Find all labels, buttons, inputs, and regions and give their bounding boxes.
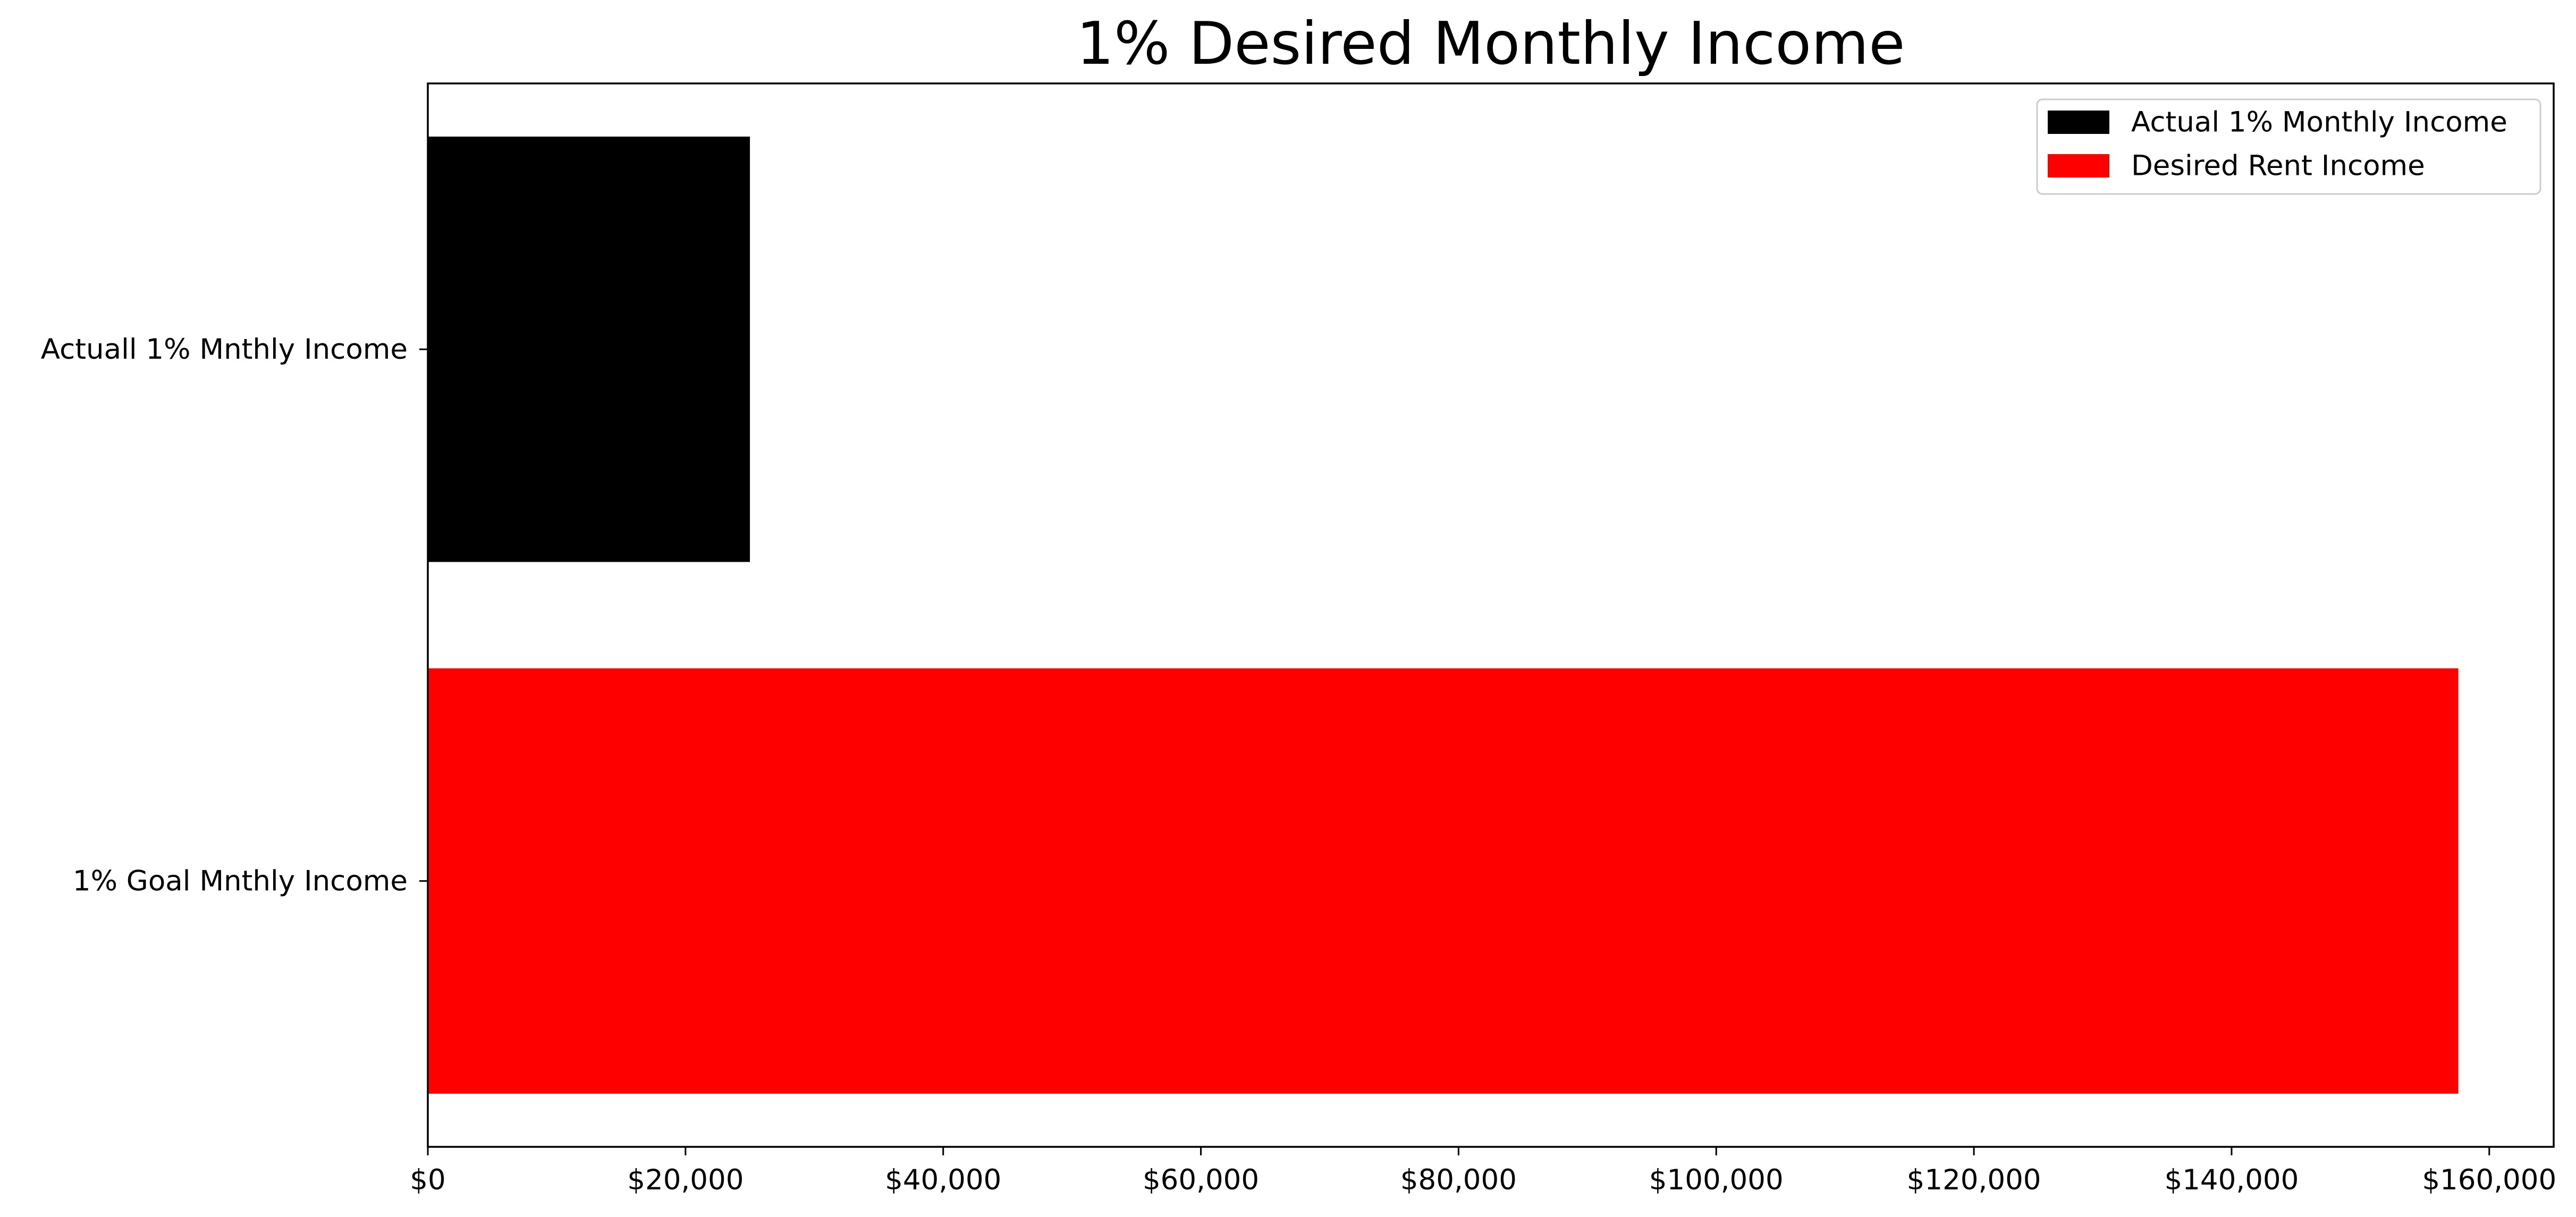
- legend: Actual 1% Monthly Income Desired Rent Inc…: [2036, 98, 2541, 195]
- x-tick-label: $80,000: [1400, 1164, 1517, 1196]
- x-tick-label: $100,000: [1649, 1164, 1784, 1196]
- x-tick-label: $0: [410, 1164, 445, 1196]
- legend-label: Actual 1% Monthly Income: [2131, 106, 2507, 139]
- x-tick-label: $120,000: [1907, 1164, 2041, 1196]
- legend-label: Desired Rent Income: [2131, 150, 2425, 182]
- bar-1: [428, 137, 750, 562]
- legend-swatch: [2048, 111, 2109, 134]
- axes-layer: Actuall 1% Mnthly Income 1% Goal Mnthly I…: [41, 82, 2556, 1196]
- x-tick-label: $140,000: [2164, 1164, 2299, 1196]
- legend-frame: [2036, 98, 2541, 195]
- x-tick-label: $160,000: [2422, 1164, 2556, 1196]
- plot-frame: [427, 82, 2555, 1148]
- x-tick-label: $60,000: [1143, 1164, 1259, 1196]
- y-tick-label: 1% Goal Mnthly Income: [73, 865, 408, 897]
- bars-layer: [428, 137, 2459, 1094]
- legend-swatch: [2048, 154, 2109, 178]
- x-tick-label: $20,000: [627, 1164, 744, 1196]
- chart-title: 1% Desired Monthly Income: [1076, 10, 1905, 78]
- y-tick-label: Actuall 1% Mnthly Income: [41, 333, 408, 366]
- bar-2: [428, 668, 2459, 1094]
- x-tick-label: $40,000: [885, 1164, 1001, 1196]
